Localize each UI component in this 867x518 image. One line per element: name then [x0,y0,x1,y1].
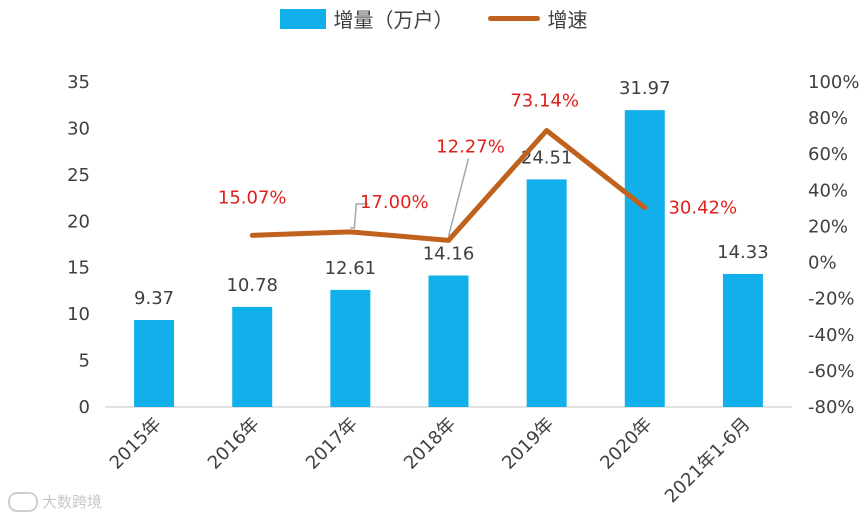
rate-leader-line [350,203,369,229]
rate-value-label: 12.27% [436,136,505,157]
y-right-tick-label: -80% [808,397,855,418]
legend-item-line: 增速 [487,4,588,33]
y-left-tick-label: 25 [67,165,90,186]
x-tick-label: 2018年 [400,414,460,474]
legend-label-line: 增速 [547,8,588,32]
y-right-tick-label: 100% [808,72,859,93]
rate-value-label: 30.42% [668,198,737,219]
y-right-tick-label: -20% [808,289,855,310]
y-left-tick-label: 0 [79,397,90,418]
legend: 增量（万户） 增速 [0,4,867,33]
bar-value-label: 31.97 [619,78,671,99]
bar [624,110,665,407]
y-right-tick-label: 60% [808,144,848,165]
watermark-text: 大数跨境 [42,493,103,511]
bar [722,273,763,407]
legend-label-bars: 增量（万户） [333,8,454,32]
x-tick-label: 2021年1-6月 [661,414,754,507]
y-right-tick-label: -40% [808,325,855,346]
watermark: 大数跨境 [8,491,102,512]
bar [134,319,175,407]
x-tick-label: 2015年 [106,414,166,474]
watermark-logo-icon [8,491,38,512]
rate-leader-line [447,158,470,237]
x-tick-label: 2020年 [596,414,656,474]
x-tick-label: 2019年 [498,414,558,474]
y-left-tick-label: 5 [79,351,90,372]
legend-swatch-bars [279,8,326,29]
legend-item-bars: 增量（万户） [279,4,454,33]
y-right-tick-label: 40% [808,180,848,201]
bar [526,179,567,407]
bar-value-label: 24.51 [521,147,573,168]
rate-value-label: 15.07% [218,187,287,208]
bar-value-label: 14.33 [717,242,769,263]
bar-value-label: 12.61 [325,258,377,279]
y-left-tick-label: 10 [67,304,90,325]
bar-value-label: 10.78 [226,275,278,296]
x-tick-label: 2016年 [204,414,264,474]
bar-value-label: 9.37 [134,288,174,309]
y-right-tick-label: 0% [808,253,837,274]
growth-line [249,127,648,243]
y-left-tick-label: 30 [67,118,90,139]
bar [330,289,371,407]
y-left-tick-label: 15 [67,258,90,279]
rate-value-label: 73.14% [510,90,579,111]
legend-swatch-line [487,16,540,21]
y-right-tick-label: 80% [808,108,848,129]
y-left-tick-label: 35 [67,72,90,93]
y-right-tick-label: -60% [808,361,855,382]
bar [428,275,469,407]
y-left-tick-label: 20 [67,211,90,232]
bar-value-label: 14.16 [423,244,475,265]
bar [232,306,273,407]
rate-value-label: 17.00% [360,192,429,213]
y-right-tick-label: 20% [808,216,848,237]
x-tick-label: 2017年 [302,414,362,474]
